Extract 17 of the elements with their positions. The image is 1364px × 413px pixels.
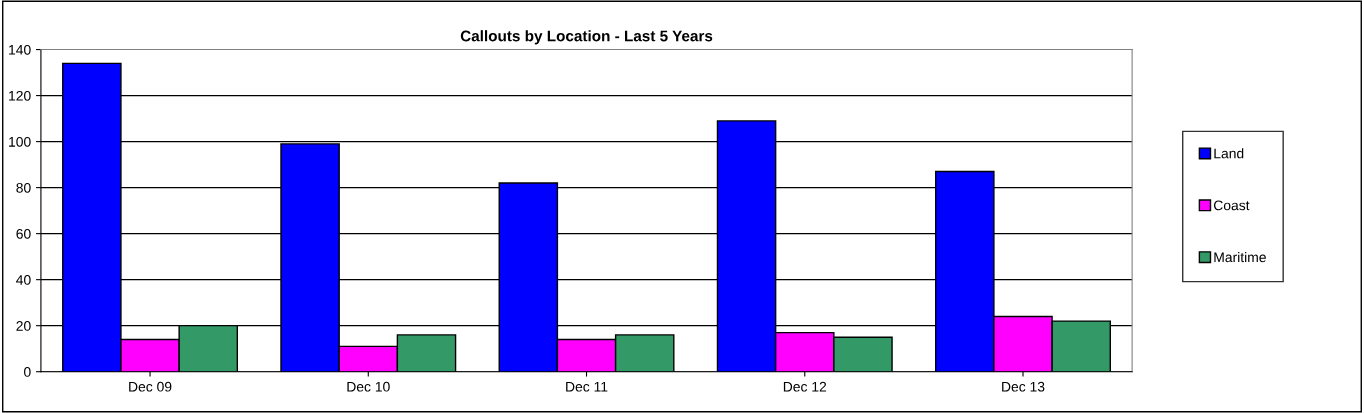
y-tick-label: 100 — [9, 136, 31, 147]
y-tick-label: 140 — [9, 44, 31, 55]
x-tick-label: Dec 10 — [347, 381, 390, 392]
y-tick-label: 120 — [9, 90, 31, 101]
chart-title: Callouts by Location - Last 5 Years — [460, 30, 713, 45]
y-tick-label: 60 — [16, 228, 31, 239]
legend-label: Coast — [1213, 200, 1250, 211]
x-tick-label: Dec 11 — [566, 381, 608, 392]
y-tick-label: 40 — [16, 274, 31, 285]
y-tick-label: 20 — [16, 321, 31, 331]
x-tick-label: Dec 09 — [129, 381, 172, 392]
y-tick-label: 80 — [16, 182, 31, 193]
legend-label: Land — [1214, 148, 1244, 159]
legend-label: Maritime — [1214, 251, 1266, 263]
x-tick-label: Dec 13 — [1002, 381, 1045, 392]
y-tick-label: 0 — [24, 367, 31, 377]
x-tick-label: Dec 12 — [783, 381, 827, 392]
